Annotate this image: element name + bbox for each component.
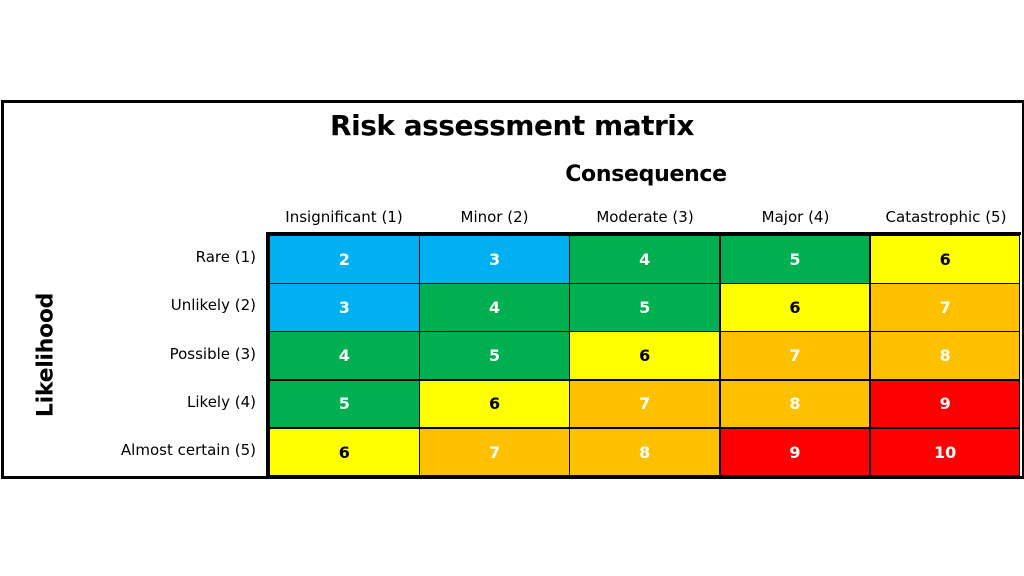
risk-cell-r5-c3: 8 <box>569 427 721 477</box>
risk-cell-r1-c3: 4 <box>569 235 721 284</box>
risk-cell-r3-c2: 5 <box>419 331 570 381</box>
risk-cell-r2-c3: 5 <box>569 283 721 332</box>
row-header-possible: Possible (3) <box>169 345 256 363</box>
column-header-insignificant: Insignificant (1) <box>285 208 403 226</box>
risk-cell-r2-c2: 4 <box>419 283 570 332</box>
row-header-rare: Rare (1) <box>195 248 256 266</box>
column-header-major: Major (4) <box>761 208 830 226</box>
risk-cell-r1-c1: 2 <box>269 235 420 284</box>
risk-cell-r2-c4: 6 <box>719 283 871 332</box>
column-header-minor: Minor (2) <box>460 208 529 226</box>
chart-title: Risk assessment matrix <box>330 109 694 142</box>
x-axis-label: Consequence <box>565 162 727 187</box>
risk-cell-r1-c2: 3 <box>419 235 570 284</box>
row-header-likely: Likely (4) <box>187 393 256 411</box>
risk-cell-r3-c3: 6 <box>569 331 721 381</box>
risk-heatmap-grid: 2 3 4 5 6 3 4 5 6 7 4 5 6 7 8 5 6 7 8 9 6 7 8 9 10 <box>266 232 1021 477</box>
risk-cell-r5-c4: 9 <box>719 427 871 477</box>
risk-cell-r2-c5: 7 <box>869 283 1021 332</box>
risk-cell-r5-c2: 7 <box>419 427 570 477</box>
column-header-catastrophic: Catastrophic (5) <box>885 208 1007 226</box>
row-header-almost-certain: Almost certain (5) <box>120 441 256 459</box>
risk-cell-r1-c4: 5 <box>719 235 871 284</box>
row-header-unlikely: Unlikely (2) <box>170 296 256 314</box>
risk-cell-r4-c3: 7 <box>569 379 721 429</box>
column-header-moderate: Moderate (3) <box>596 208 694 226</box>
risk-cell-r3-c1: 4 <box>269 331 420 381</box>
risk-cell-r4-c1: 5 <box>269 379 420 429</box>
risk-cell-r3-c4: 7 <box>719 331 871 381</box>
risk-cell-r3-c5: 8 <box>869 331 1021 381</box>
risk-cell-r1-c5: 6 <box>869 235 1021 284</box>
risk-cell-r4-c5: 9 <box>869 379 1021 429</box>
y-axis-label: Likelihood <box>33 292 59 418</box>
risk-cell-r5-c5: 10 <box>869 427 1021 477</box>
risk-cell-r4-c2: 6 <box>419 379 570 429</box>
risk-cell-r5-c1: 6 <box>269 427 420 477</box>
risk-cell-r2-c1: 3 <box>269 283 420 332</box>
risk-cell-r4-c4: 8 <box>719 379 871 429</box>
